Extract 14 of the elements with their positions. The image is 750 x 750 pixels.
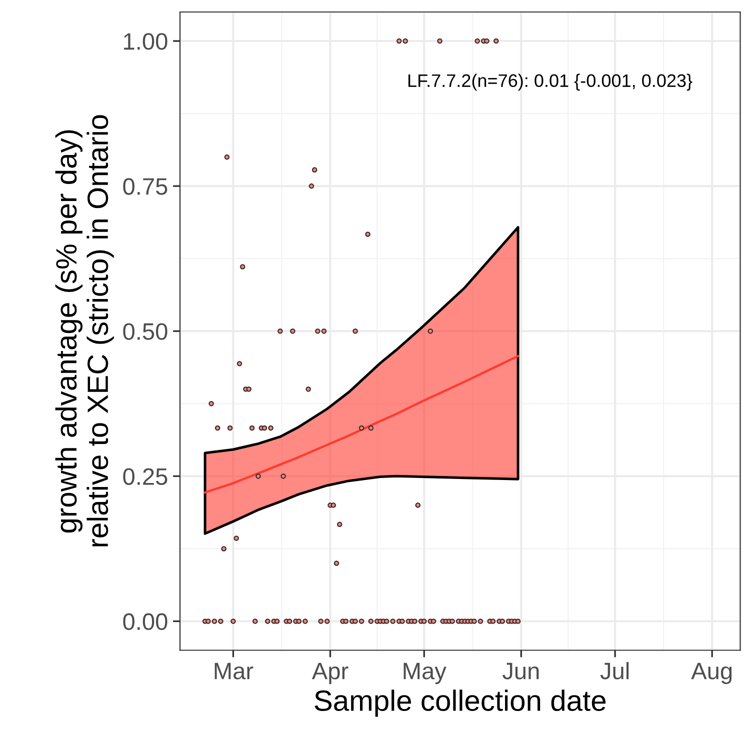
y-tick-label: 0.25	[123, 468, 168, 485]
annotation: LF.7.7.2(n=76): 0.01 {-0.001, 0.023}	[408, 74, 692, 91]
x-tick-label: Jul	[600, 662, 629, 680]
x-tick-label: Jun	[502, 662, 539, 680]
y-tick-label: 0.00	[123, 613, 168, 630]
x-tick-label: Aug	[691, 662, 732, 684]
y-tick-label: 1.00	[124, 33, 168, 50]
x-tick-label: Mar	[214, 662, 254, 680]
y-tick-label: 0.50	[123, 323, 168, 340]
y-tick-label: 0.75	[123, 178, 168, 195]
x-axis-title: Sample collection date	[314, 690, 606, 717]
x-tick-label: May	[404, 662, 446, 684]
y-axis-title: growth advantage (s% per day) relative to XEC (stricto) in Ontario	[55, 115, 114, 546]
x-tick-label: Apr	[312, 662, 348, 684]
